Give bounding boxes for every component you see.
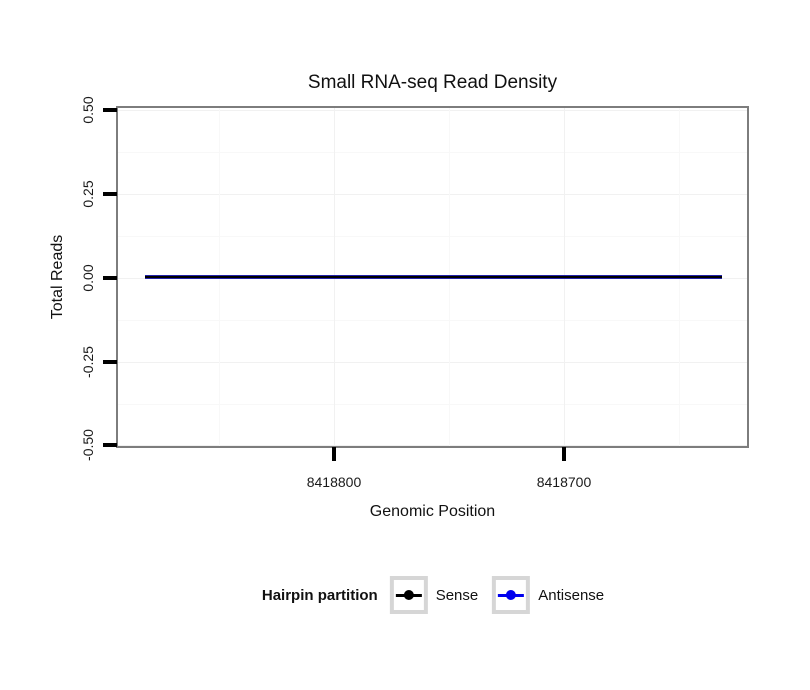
y-tick-label: -0.50 [80,429,96,461]
legend: Hairpin partition Sense Antisense [262,576,604,614]
legend-title: Hairpin partition [261,586,378,604]
x-tick [562,447,566,461]
y-tick [103,108,117,112]
gridline-major-h [118,194,747,195]
gridline-minor-h [118,236,747,237]
gridline-major-h [118,110,747,111]
antisense-line-point-icon [498,590,525,600]
gridline-major-h [118,445,747,446]
y-tick-label: 0.25 [80,180,96,208]
y-tick-label: -0.25 [80,346,96,378]
gridline-minor-h [118,320,747,321]
y-tick [103,192,117,196]
legend-label-sense: Sense [435,586,479,604]
gridline-minor-h [118,404,747,405]
series-line-core [145,276,722,278]
chart-title: Small RNA-seq Read Density [307,72,558,93]
legend-key-sense [389,576,428,614]
sense-line-point-icon [395,590,422,600]
series-line-sense-antisense [145,275,722,279]
x-tick-label: 8418800 [306,474,362,490]
y-tick [103,443,117,447]
y-axis-title: Total Reads [49,234,66,320]
x-tick-label: 8418700 [536,474,592,490]
y-tick-label: 0.50 [80,96,96,124]
y-tick-label: 0.00 [80,264,96,292]
legend-key-antisense [492,576,531,614]
y-tick [103,276,117,280]
gridline-minor-h [118,152,747,153]
x-tick [332,447,336,461]
y-tick [103,360,117,364]
legend-label-antisense: Antisense [538,586,605,604]
gridline-major-h [118,362,747,363]
x-axis-title: Genomic Position [369,503,496,520]
